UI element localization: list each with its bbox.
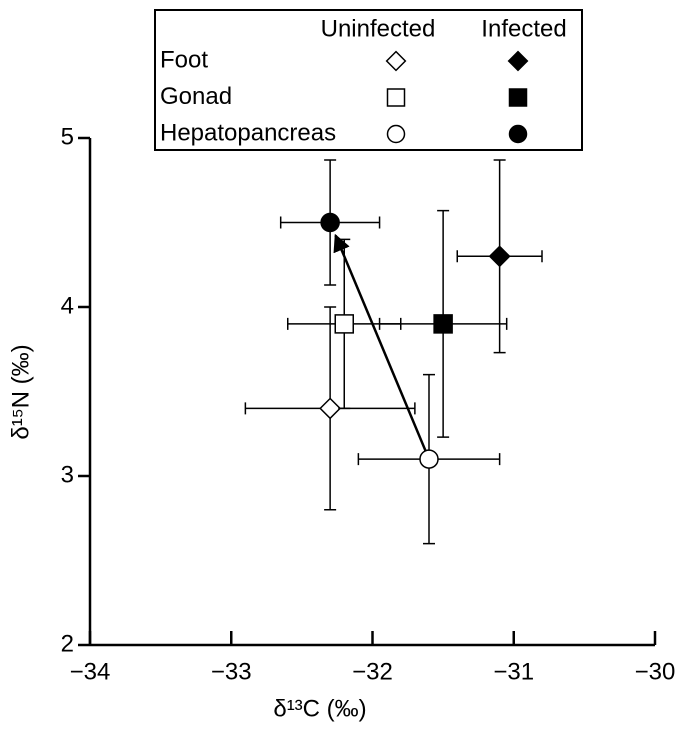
legend-label: Hepatopancreas [160,119,336,146]
x-tick-label: −34 [70,658,111,685]
diamond-marker [488,245,511,268]
x-axis-label: δ¹³C (‰) [273,695,366,722]
x-tick-label: −32 [352,658,393,685]
circle-marker [419,449,439,469]
legend-label: Gonad [160,83,232,110]
diamond-marker [319,397,342,420]
x-tick-label: −31 [493,658,534,685]
legend-box [154,9,583,151]
legend-column-header: Infected [481,15,566,42]
square-marker [386,88,406,107]
diamond-marker [385,50,407,72]
square-marker [334,314,354,334]
y-tick-label: 3 [61,461,74,488]
y-axis-label: δ¹⁵N (‰) [7,344,34,439]
y-tick-label: 5 [61,123,74,150]
y-tick-label: 4 [61,292,74,319]
diamond-marker [507,50,529,72]
square-marker [433,314,453,334]
circle-marker [508,124,528,144]
circle-marker [386,124,406,144]
x-tick-label: −30 [635,658,676,685]
x-tick-label: −33 [211,658,252,685]
arrow [333,233,427,452]
y-tick-label: 2 [61,630,74,657]
circle-marker [320,212,340,233]
square-marker [508,88,528,107]
legend-label: Foot [160,46,208,73]
legend-column-header: Uninfected [321,15,436,42]
